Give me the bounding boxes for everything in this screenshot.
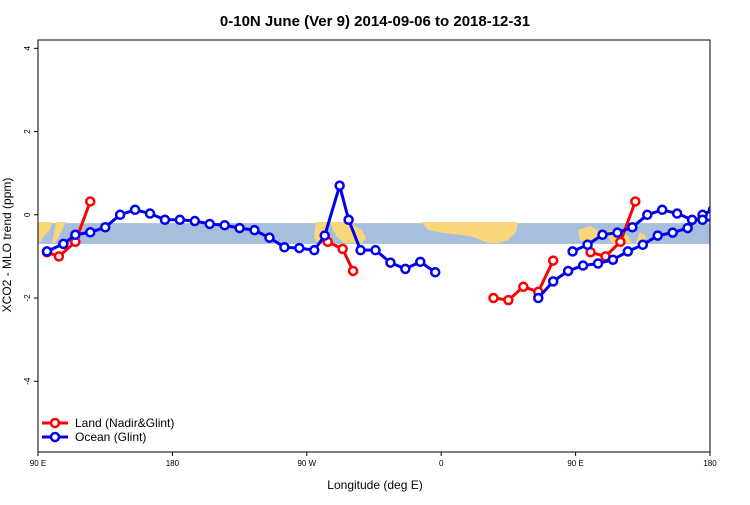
data-point bbox=[637, 239, 649, 251]
data-point bbox=[592, 258, 604, 269]
data-point bbox=[713, 217, 721, 225]
data-point bbox=[58, 238, 69, 250]
legend-marker bbox=[49, 417, 61, 429]
data-point bbox=[627, 222, 638, 233]
series-line bbox=[46, 184, 437, 274]
series-line bbox=[46, 200, 92, 258]
x-tick-label: 180 bbox=[166, 459, 180, 468]
series-line bbox=[493, 259, 555, 302]
map-land-1 bbox=[52, 222, 66, 243]
y-tick-label: 4 bbox=[23, 46, 32, 51]
x-tick-label: 180 bbox=[703, 459, 717, 468]
data-point bbox=[607, 254, 619, 265]
data-point bbox=[234, 222, 245, 234]
data-point bbox=[41, 246, 53, 257]
data-point bbox=[279, 241, 290, 253]
data-point bbox=[503, 294, 514, 306]
data-point bbox=[415, 256, 426, 268]
data-point bbox=[294, 242, 305, 254]
legend-label: Land (Nadir&Glint) bbox=[75, 416, 174, 430]
legend-label: Ocean (Glint) bbox=[75, 430, 146, 444]
data-point bbox=[347, 265, 359, 277]
x-tick-label: 90 W bbox=[297, 459, 316, 468]
data-point bbox=[622, 246, 634, 257]
data-point bbox=[385, 257, 396, 268]
x-tick-label: 90 E bbox=[30, 459, 46, 468]
data-point bbox=[547, 276, 559, 287]
legend: Land (Nadir&Glint)Ocean (Glint) bbox=[42, 416, 174, 444]
data-point bbox=[85, 196, 96, 207]
data-point bbox=[343, 214, 354, 226]
data-point bbox=[159, 214, 171, 226]
data-point bbox=[630, 196, 641, 207]
data-point bbox=[370, 244, 381, 256]
data-point bbox=[577, 260, 589, 271]
data-point bbox=[686, 214, 698, 226]
data-point bbox=[400, 263, 411, 275]
data-point bbox=[642, 209, 653, 221]
data-point bbox=[488, 292, 499, 304]
data-point bbox=[567, 246, 578, 257]
data-point bbox=[652, 230, 663, 241]
series-land bbox=[41, 196, 641, 306]
data-point bbox=[533, 292, 544, 304]
data-point bbox=[671, 208, 683, 219]
series-line bbox=[590, 200, 637, 258]
data-point bbox=[728, 220, 736, 228]
data-point bbox=[682, 222, 693, 234]
data-point bbox=[743, 221, 750, 229]
data-point bbox=[612, 227, 623, 238]
y-tick-label: -4 bbox=[23, 377, 32, 385]
data-point bbox=[249, 224, 260, 236]
data-point bbox=[264, 232, 275, 243]
series-ocean bbox=[41, 180, 750, 304]
data-point bbox=[204, 218, 215, 230]
data-point bbox=[562, 265, 574, 277]
data-point bbox=[99, 222, 111, 233]
data-point bbox=[174, 214, 186, 226]
chart-title: 0-10N June (Ver 9) 2014-09-06 to 2018-12… bbox=[220, 13, 530, 30]
data-point bbox=[707, 205, 710, 215]
data-point bbox=[144, 208, 156, 219]
data-point bbox=[114, 209, 126, 221]
y-tick-label: 2 bbox=[23, 129, 32, 134]
data-point bbox=[429, 266, 441, 278]
data-point bbox=[547, 255, 559, 266]
data-point bbox=[697, 214, 708, 226]
data-point bbox=[656, 204, 668, 216]
data-point bbox=[615, 236, 626, 248]
series-group bbox=[41, 180, 750, 306]
x-axis-label: Longitude (deg E) bbox=[327, 478, 422, 492]
data-point bbox=[582, 239, 593, 251]
data-point bbox=[85, 227, 96, 238]
plot-frame bbox=[37, 39, 711, 453]
y-tick-label: -2 bbox=[23, 294, 32, 302]
data-point bbox=[219, 219, 230, 231]
data-point bbox=[355, 244, 366, 256]
data-point bbox=[319, 230, 330, 241]
legend-marker bbox=[49, 431, 61, 443]
y-tick-label: 0 bbox=[23, 212, 32, 217]
data-point bbox=[70, 229, 81, 241]
data-point bbox=[597, 229, 608, 241]
data-point bbox=[518, 281, 529, 293]
map-land-0 bbox=[38, 222, 52, 243]
data-point bbox=[129, 204, 141, 216]
data-point bbox=[337, 243, 348, 255]
plot-area: 90 E 180 90 W 0 90 E 180 4 2 0 -2 -4 bbox=[23, 39, 750, 468]
data-point bbox=[189, 215, 201, 227]
data-point bbox=[667, 227, 678, 238]
data-point bbox=[53, 251, 65, 262]
map-band-ocean bbox=[38, 223, 710, 244]
data-point bbox=[334, 180, 345, 191]
map-land-4 bbox=[422, 222, 518, 243]
x-tick-label: 0 bbox=[439, 459, 444, 468]
data-point bbox=[309, 244, 320, 256]
y-axis-label: XCO2 - MLO trend (ppm) bbox=[0, 178, 14, 313]
x-tick-label: 90 E bbox=[567, 459, 583, 468]
